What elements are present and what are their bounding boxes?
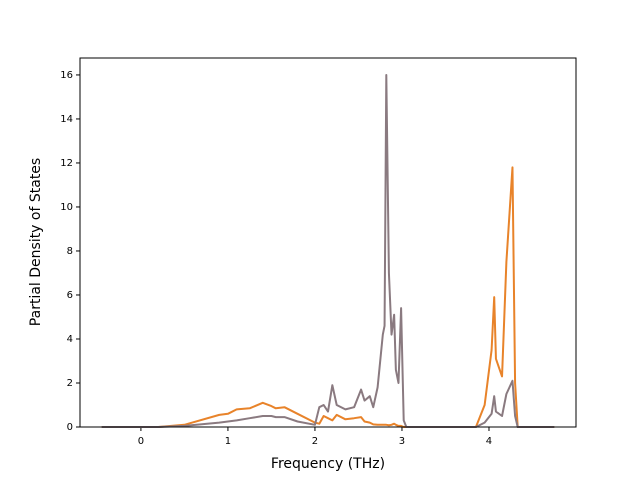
series-line [101,73,555,428]
y-tick-label: 4 [67,334,73,345]
y-tick-label: 12 [60,158,73,169]
x-tick-label: 4 [486,436,492,447]
x-axis-label: Frequency (THz) [271,456,385,472]
y-tick-label: 16 [60,70,73,81]
series-line [101,166,555,428]
y-tick-label: 10 [60,202,73,213]
y-tick-label: 14 [60,114,73,125]
plot-frame [79,57,577,428]
x-tick-label: 2 [312,436,318,447]
y-tick-label: 8 [67,246,73,257]
y-tick-label: 2 [67,378,73,389]
y-tick-label: 6 [67,290,73,301]
x-tick-label: 1 [225,436,231,447]
y-axis-label: Partial Density of States [28,158,44,326]
y-tick-label: 0 [67,422,73,433]
x-tick-label: 0 [138,436,144,447]
x-tick-label: 3 [399,436,405,447]
